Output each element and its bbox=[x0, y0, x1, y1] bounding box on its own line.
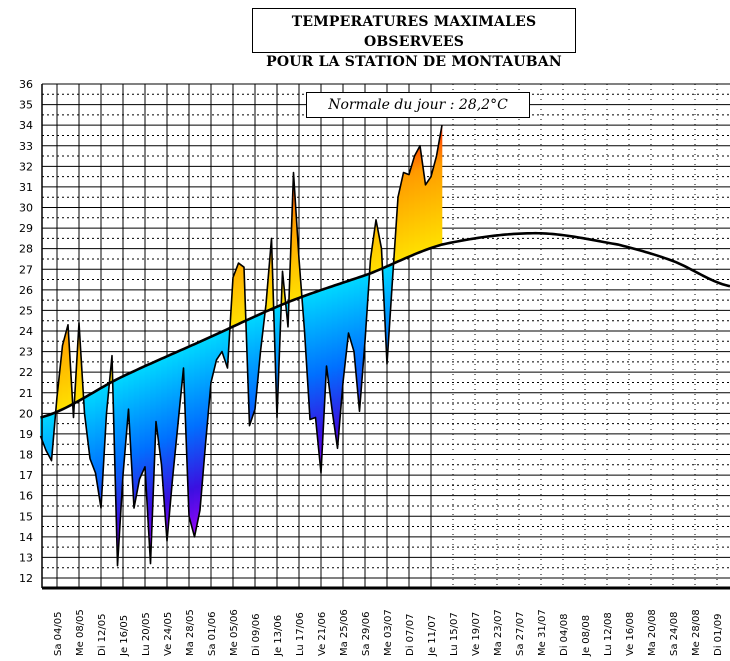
y-tick-label: 32 bbox=[19, 160, 33, 173]
y-tick-label: 25 bbox=[19, 304, 33, 317]
deviation-segment bbox=[425, 175, 432, 251]
deviation-segment bbox=[194, 341, 201, 537]
x-tick-label: Ma 28/05 bbox=[185, 609, 196, 656]
x-tick-label: Me 08/05 bbox=[75, 609, 86, 656]
x-tick-label: Di 04/08 bbox=[559, 614, 570, 656]
y-tick-label: 15 bbox=[19, 510, 33, 523]
y-tick-label: 26 bbox=[19, 284, 33, 297]
y-tick-label: 29 bbox=[19, 222, 33, 235]
x-tick-label: Me 03/07 bbox=[383, 609, 394, 656]
y-tick-label: 28 bbox=[19, 243, 33, 256]
y-tick-label: 12 bbox=[19, 572, 33, 585]
x-axis-ticks: Sa 04/05 Me 08/05 Di 12/05 Je 16/05 Lu 20/05… bbox=[53, 609, 724, 657]
x-tick-label: Me 31/07 bbox=[537, 609, 548, 656]
x-tick-label: Ve 19/07 bbox=[471, 612, 482, 656]
x-tick-label: Sa 29/06 bbox=[361, 612, 372, 656]
y-tick-label: 30 bbox=[19, 202, 33, 215]
y-tick-label: 17 bbox=[19, 469, 33, 482]
x-tick-label: Di 07/07 bbox=[405, 614, 416, 656]
deviation-segment bbox=[403, 172, 410, 260]
x-tick-label: Me 05/06 bbox=[229, 609, 240, 656]
series-lines bbox=[39, 125, 730, 567]
x-tick-label: Di 09/06 bbox=[251, 614, 262, 656]
x-tick-label: Je 11/07 bbox=[427, 615, 438, 657]
normal-annotation: Normale du jour : 28,2°C bbox=[306, 92, 530, 118]
x-tick-label: Sa 24/08 bbox=[669, 612, 680, 656]
y-axis-ticks: 12 13 14 15 16 17 18 19 20 21 22 23 24 25 26 27 28 29 30 31… bbox=[19, 78, 33, 585]
deviation-segment bbox=[45, 413, 52, 461]
deviation-segment bbox=[238, 262, 245, 325]
y-tick-label: 35 bbox=[19, 99, 33, 112]
deviation-segment bbox=[342, 280, 349, 383]
deviation-segment bbox=[210, 333, 217, 383]
x-tick-label: Di 01/09 bbox=[713, 614, 724, 656]
deviation-segment bbox=[430, 155, 437, 249]
x-tick-label: Me 28/08 bbox=[691, 609, 702, 656]
x-tick-label: Sa 04/05 bbox=[53, 612, 64, 656]
x-tick-label: Je 13/06 bbox=[273, 615, 284, 657]
y-tick-label: 24 bbox=[19, 325, 33, 338]
y-tick-label: 13 bbox=[19, 551, 33, 564]
deviation-segment bbox=[139, 365, 146, 480]
y-tick-label: 27 bbox=[19, 263, 33, 276]
title-line-1: TEMPERATURES MAXIMALES OBSERVEES bbox=[291, 14, 537, 50]
y-tick-label: 14 bbox=[19, 531, 33, 544]
x-tick-label: Je 16/05 bbox=[119, 615, 130, 657]
y-tick-label: 31 bbox=[19, 181, 33, 194]
deviation-segment bbox=[232, 262, 239, 328]
axes bbox=[41, 84, 730, 590]
x-tick-label: Je 08/08 bbox=[581, 615, 592, 657]
y-tick-label: 20 bbox=[19, 407, 33, 420]
deviation-segment bbox=[144, 363, 151, 564]
x-tick-label: Ve 21/06 bbox=[317, 612, 328, 656]
title-line-2: POUR LA STATION DE MONTAUBAN bbox=[266, 54, 562, 70]
deviation-segment bbox=[188, 343, 195, 537]
x-tick-label: Ma 20/08 bbox=[647, 609, 658, 656]
x-tick-label: Ve 16/08 bbox=[625, 612, 636, 656]
y-tick-label: 22 bbox=[19, 366, 33, 379]
y-tick-label: 16 bbox=[19, 490, 33, 503]
y-tick-label: 19 bbox=[19, 428, 33, 441]
y-tick-label: 36 bbox=[19, 78, 33, 91]
chart-title: TEMPERATURES MAXIMALES OBSERVEES POUR LA… bbox=[252, 8, 576, 70]
x-tick-label: Lu 12/08 bbox=[603, 612, 614, 656]
x-tick-label: Lu 20/05 bbox=[141, 612, 152, 656]
y-tick-label: 33 bbox=[19, 140, 33, 153]
deviation-segment bbox=[309, 291, 316, 420]
deviation-segment bbox=[172, 350, 179, 480]
x-tick-label: Ma 25/06 bbox=[339, 609, 350, 656]
x-tick-label: Ve 24/05 bbox=[163, 612, 174, 656]
normal-line bbox=[40, 231, 730, 419]
x-tick-label: Ma 23/07 bbox=[493, 609, 504, 656]
x-tick-label: Sa 27/07 bbox=[515, 612, 526, 656]
x-tick-label: Di 12/05 bbox=[97, 614, 108, 656]
deviation-segment bbox=[414, 145, 421, 255]
x-tick-label: Lu 15/07 bbox=[449, 612, 460, 656]
y-tick-label: 23 bbox=[19, 346, 33, 359]
x-tick-label: Sa 01/06 bbox=[207, 612, 218, 656]
x-tick-label: Lu 17/06 bbox=[295, 612, 306, 656]
y-tick-label: 34 bbox=[19, 119, 33, 132]
y-tick-label: 18 bbox=[19, 449, 33, 462]
y-tick-label: 21 bbox=[19, 387, 33, 400]
deviation-segment bbox=[353, 276, 360, 412]
observed-line bbox=[39, 125, 443, 567]
